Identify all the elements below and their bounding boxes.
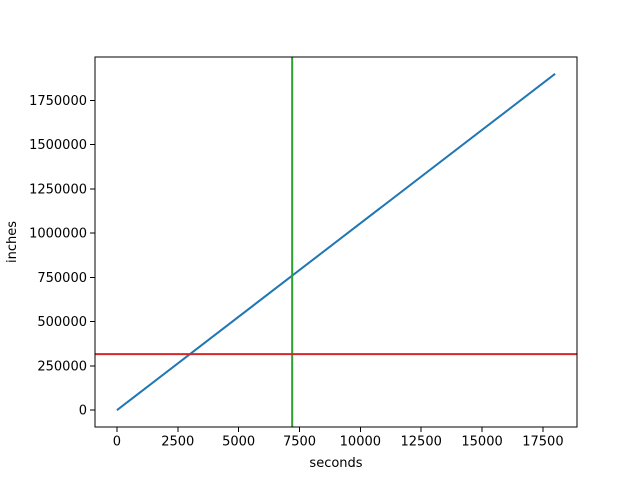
x-tick-label: 15000 [461, 435, 502, 450]
x-tick-label: 5000 [222, 435, 255, 450]
x-tick-label: 10000 [340, 435, 381, 450]
distance-line [116, 73, 556, 411]
y-tick-label: 1000000 [29, 227, 87, 242]
y-tick-label: 1750000 [29, 94, 87, 109]
y-axis-label: inches [5, 221, 20, 263]
x-tick-label: 12500 [401, 435, 442, 450]
y-tick-label: 750000 [37, 271, 87, 286]
x-tick-label: 2500 [161, 435, 194, 450]
axes-spines [94, 56, 578, 428]
x-tick-label: 17500 [522, 435, 563, 450]
y-tick-label: 500000 [37, 315, 87, 330]
x-tick-label: 7500 [283, 435, 316, 450]
x-tick-label: 0 [113, 435, 121, 450]
y-tick-label: 1250000 [29, 182, 87, 197]
y-tick-label: 250000 [37, 359, 87, 374]
y-tick-label: 1500000 [29, 138, 87, 153]
x-axis-label: seconds [309, 456, 362, 471]
y-tick-label: 0 [79, 404, 87, 419]
